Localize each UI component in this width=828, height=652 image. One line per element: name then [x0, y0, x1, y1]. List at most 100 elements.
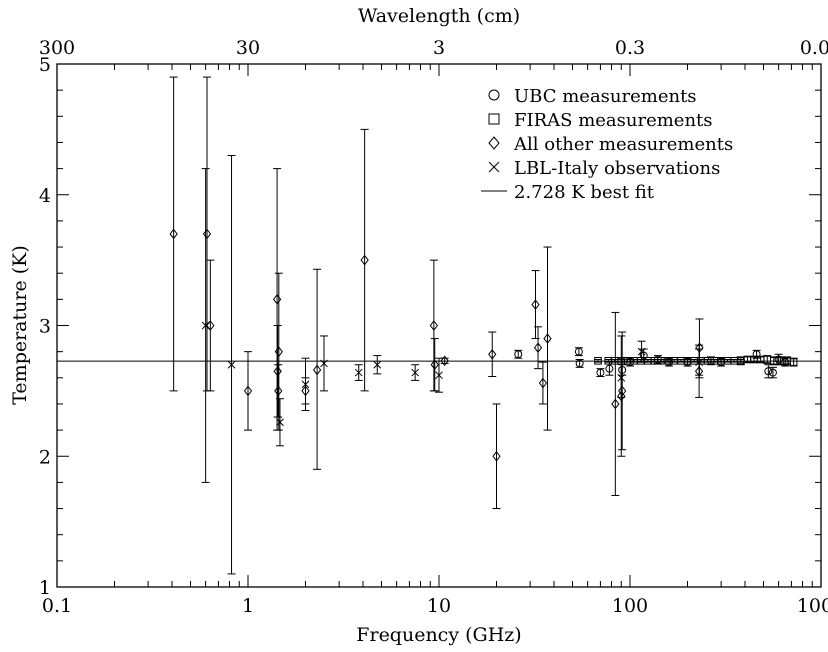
diamond-marker	[243, 385, 253, 397]
data-point	[243, 351, 253, 431]
data-point	[492, 403, 501, 510]
data-point	[320, 335, 329, 392]
diamond-marker	[617, 390, 626, 402]
data-point	[360, 128, 369, 392]
y-tick-label: 5	[39, 54, 51, 76]
legend-circle-symbol	[488, 89, 500, 101]
circle-marker	[781, 358, 790, 367]
data-point	[430, 338, 439, 392]
data-point	[227, 155, 236, 575]
x2-axis-title: Wavelength (cm)	[358, 5, 520, 27]
data-point	[312, 268, 322, 470]
legend-item: 2.728 K best fit	[481, 182, 655, 203]
x-tick-label: 0.1	[42, 595, 72, 617]
data-point	[611, 311, 620, 496]
diamond-marker	[618, 385, 627, 397]
legend-label: UBC measurements	[514, 86, 697, 107]
cross-marker	[320, 359, 328, 368]
data-point	[488, 331, 497, 377]
data-point	[543, 246, 552, 431]
data-point	[574, 347, 583, 357]
diamond-marker	[611, 398, 620, 410]
circle-marker	[574, 347, 583, 356]
cross-marker	[301, 380, 310, 389]
data-point	[206, 259, 215, 392]
cross-marker	[354, 368, 363, 377]
square-series	[594, 355, 798, 367]
x-tick-label: 100	[612, 595, 648, 617]
square-marker	[594, 357, 602, 365]
circle-marker	[514, 350, 523, 359]
data-point	[618, 364, 627, 376]
cross-series	[201, 155, 704, 575]
data-point	[373, 355, 382, 375]
diamond-marker	[274, 385, 283, 397]
data-point	[618, 331, 627, 451]
diamond-marker	[430, 359, 439, 371]
data-point	[201, 168, 210, 483]
circle-marker	[774, 355, 783, 364]
data-point	[768, 366, 777, 379]
diamond-marker	[206, 320, 215, 331]
diamond-marker	[531, 299, 540, 310]
axis-tick-labels: 0.111010010003003030.30.0312345	[39, 37, 828, 617]
circle-marker	[768, 368, 777, 377]
data-point	[596, 368, 605, 377]
data-point	[514, 349, 523, 359]
x2-tick-label: 30	[236, 37, 260, 59]
y-axis-title: Temperature (K)	[9, 245, 31, 405]
legend-item: LBL-Italy observations	[488, 158, 720, 179]
cross-marker	[435, 371, 443, 380]
data-point	[202, 76, 212, 392]
x-tick-label: 1	[242, 595, 254, 617]
x2-tick-label: 300	[39, 37, 75, 59]
cross-marker	[227, 360, 236, 369]
data-point	[274, 364, 283, 418]
legend-label: 2.728 K best fit	[514, 182, 655, 203]
data-point	[273, 325, 282, 418]
circle-marker	[752, 350, 761, 359]
legend: UBC measurements FIRAS measurements All ot…	[481, 86, 733, 203]
legend-diamond-symbol	[488, 136, 500, 150]
circle-marker	[605, 364, 614, 373]
legend-square-symbol	[488, 113, 500, 125]
circle-marker	[764, 367, 773, 376]
x-tick-label: 1000	[797, 595, 828, 617]
y-tick-label: 3	[39, 316, 51, 338]
data-point	[533, 326, 543, 370]
diamond-marker	[492, 450, 501, 462]
cross-marker	[411, 368, 419, 377]
x2-tick-label: 0.3	[615, 37, 645, 59]
square-marker	[789, 358, 798, 366]
legend-item: UBC measurements	[488, 86, 697, 107]
cross-marker	[276, 418, 284, 427]
diamond-marker	[538, 377, 548, 389]
legend-cross-symbol	[488, 161, 500, 173]
diamond-marker	[202, 228, 212, 240]
x-tick-label: 10	[427, 595, 451, 617]
data-point	[440, 355, 449, 367]
x2-tick-label: 0.03	[800, 37, 828, 59]
data-point	[169, 76, 178, 392]
axis-ticks	[56, 63, 822, 588]
data-point	[781, 357, 790, 367]
diamond-marker	[429, 320, 439, 331]
data-point	[575, 358, 584, 368]
y-tick-label: 4	[39, 185, 51, 207]
diamond-marker	[312, 364, 322, 376]
diamond-marker	[543, 333, 552, 344]
data-point	[274, 272, 283, 431]
diamond-marker	[274, 346, 283, 357]
data-point	[354, 364, 363, 381]
diamond-marker	[533, 342, 543, 354]
diamond-marker	[273, 365, 282, 377]
data-point	[594, 357, 603, 365]
data-point	[636, 357, 645, 365]
y-tick-label: 2	[39, 446, 51, 468]
data-point	[435, 357, 443, 393]
cross-marker	[201, 321, 210, 330]
data-point	[301, 357, 310, 411]
legend-item: FIRAS measurements	[488, 110, 713, 131]
legend-label: All other measurements	[513, 134, 733, 155]
